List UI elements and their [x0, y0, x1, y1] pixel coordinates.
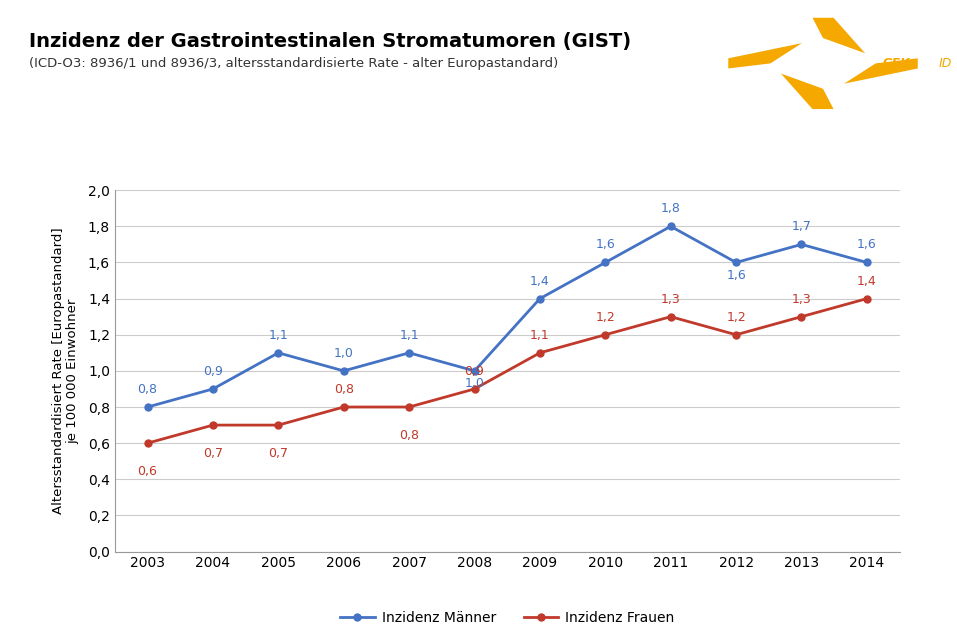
Inzidenz Männer	[338, 367, 349, 375]
Inzidenz Männer	[534, 295, 545, 302]
Inzidenz Frauen	[469, 385, 480, 392]
Inzidenz Männer	[207, 385, 218, 392]
Text: 1,1: 1,1	[269, 328, 288, 342]
Inzidenz Frauen	[338, 403, 349, 411]
Text: 1,6: 1,6	[857, 238, 877, 251]
Text: 1,4: 1,4	[857, 275, 877, 287]
Text: 1,2: 1,2	[726, 311, 746, 323]
Text: Inzidenz der Gastrointestinalen Stromatumoren (GIST): Inzidenz der Gastrointestinalen Stromatu…	[29, 32, 631, 51]
Inzidenz Frauen	[403, 403, 414, 411]
Line: Inzidenz Männer: Inzidenz Männer	[145, 223, 870, 410]
Inzidenz Männer	[730, 259, 742, 266]
Inzidenz Männer	[861, 259, 873, 266]
Text: 0,9: 0,9	[464, 365, 484, 378]
Inzidenz Frauen	[207, 422, 218, 429]
Polygon shape	[844, 58, 918, 84]
Polygon shape	[812, 18, 865, 53]
Text: 0,8: 0,8	[138, 383, 158, 396]
Text: 0,7: 0,7	[203, 448, 223, 460]
Polygon shape	[781, 74, 834, 109]
Text: (ICD-O3: 8936/1 und 8936/3, altersstandardisierte Rate - alter Europastandard): (ICD-O3: 8936/1 und 8936/3, altersstanda…	[29, 57, 558, 70]
Inzidenz Frauen	[861, 295, 873, 302]
Inzidenz Männer	[795, 241, 807, 249]
Text: 1,2: 1,2	[595, 311, 615, 323]
Text: 1,8: 1,8	[660, 202, 680, 215]
Text: 1,0: 1,0	[334, 347, 354, 359]
Inzidenz Männer	[273, 349, 284, 356]
Inzidenz Frauen	[795, 313, 807, 321]
Text: 1,0: 1,0	[464, 377, 484, 391]
Text: 1,1: 1,1	[399, 328, 419, 342]
Polygon shape	[728, 43, 802, 68]
Text: 0,7: 0,7	[268, 448, 288, 460]
Inzidenz Frauen	[730, 331, 742, 339]
Inzidenz Frauen	[534, 349, 545, 356]
Text: 0,6: 0,6	[138, 465, 158, 479]
Text: 1,3: 1,3	[661, 292, 680, 306]
Text: 1,4: 1,4	[530, 275, 549, 287]
Inzidenz Frauen	[273, 422, 284, 429]
Inzidenz Männer	[403, 349, 414, 356]
Inzidenz Männer	[142, 403, 153, 411]
Inzidenz Männer	[469, 367, 480, 375]
Text: ID: ID	[939, 57, 952, 70]
Inzidenz Männer	[599, 259, 611, 266]
Inzidenz Frauen	[142, 439, 153, 447]
Text: 1,3: 1,3	[791, 292, 812, 306]
Inzidenz Männer	[665, 223, 677, 230]
Inzidenz Frauen	[665, 313, 677, 321]
Text: 0,9: 0,9	[203, 365, 223, 378]
Text: 1,6: 1,6	[726, 269, 746, 282]
Text: 0,8: 0,8	[334, 383, 354, 396]
Polygon shape	[802, 53, 844, 74]
Inzidenz Frauen	[599, 331, 611, 339]
Text: 0,8: 0,8	[399, 429, 419, 443]
Text: GEK: GEK	[882, 57, 910, 70]
Text: 1,6: 1,6	[595, 238, 615, 251]
Y-axis label: Altersstandardisiert Rate [Europastandard]
je 100 000 Einwohner: Altersstandardisiert Rate [Europastandar…	[52, 228, 79, 514]
Legend: Inzidenz Männer, Inzidenz Frauen: Inzidenz Männer, Inzidenz Frauen	[334, 605, 680, 631]
Text: 1,7: 1,7	[791, 220, 812, 233]
Line: Inzidenz Frauen: Inzidenz Frauen	[145, 295, 870, 446]
Text: 1,1: 1,1	[530, 328, 549, 342]
